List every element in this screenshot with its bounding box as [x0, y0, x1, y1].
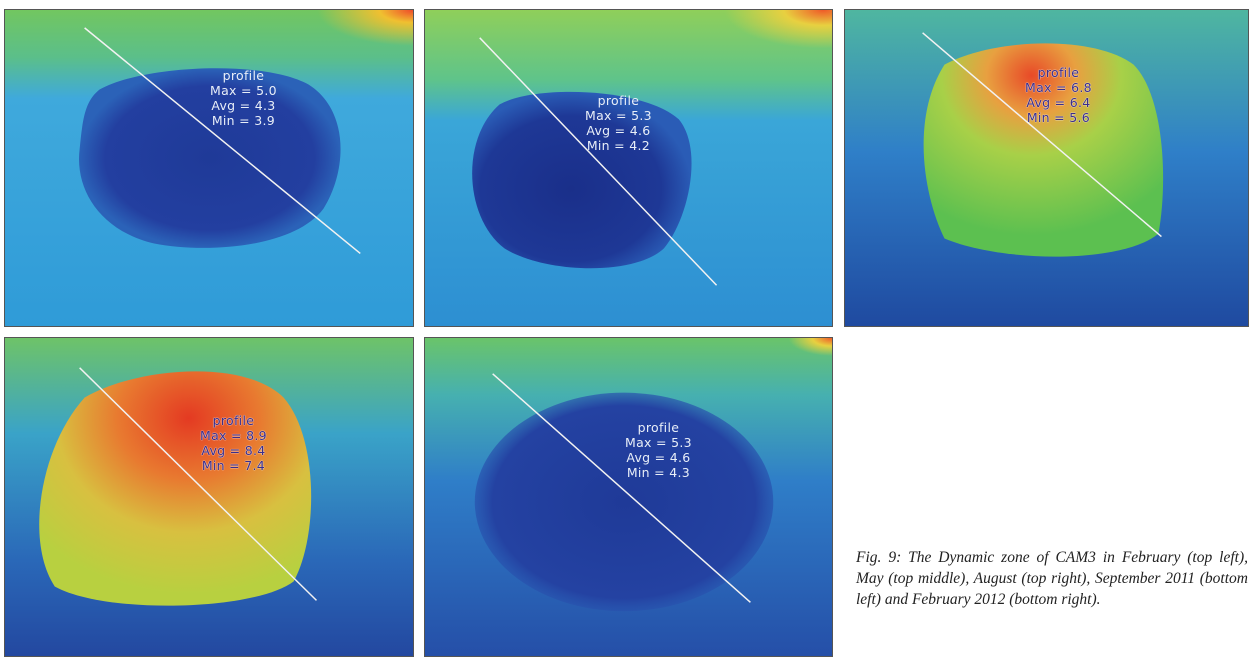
thermal-image-sep-2011: profile Max = 8.9 Avg = 8.4 Min = 7.4: [4, 337, 414, 657]
profile-label: profile: [1037, 65, 1080, 80]
min-value: Min = 4.3: [626, 465, 691, 480]
profile-stats: profile Max = 5.3 Avg = 4.6 Min = 4.3: [625, 420, 692, 480]
avg-value: Avg = 4.6: [586, 123, 651, 138]
avg-value: Avg = 4.3: [211, 98, 276, 113]
max-value: Max = 5.3: [585, 108, 652, 123]
min-value: Min = 4.2: [586, 138, 651, 153]
thermal-image-feb-2011: profile Max = 5.0 Avg = 4.3 Min = 3.9: [4, 9, 414, 327]
min-value: Min = 3.9: [211, 113, 276, 128]
avg-value: Avg = 8.4: [201, 443, 266, 458]
thermal-image-graphic: [5, 10, 413, 326]
min-value: Min = 5.6: [1026, 110, 1091, 125]
min-value: Min = 7.4: [201, 458, 266, 473]
profile-label: profile: [637, 420, 680, 435]
thermal-image-aug-2011: profile Max = 6.8 Avg = 6.4 Min = 5.6: [844, 9, 1249, 327]
max-value: Max = 5.3: [625, 435, 692, 450]
thermal-image-graphic: [425, 10, 832, 326]
avg-value: Avg = 4.6: [626, 450, 691, 465]
profile-label: profile: [222, 68, 265, 83]
figure-caption: Fig. 9: The Dynamic zone of CAM3 in Febr…: [856, 549, 1248, 608]
thermal-image-graphic: [5, 338, 413, 656]
thermal-image-graphic: [845, 10, 1248, 326]
profile-stats: profile Max = 8.9 Avg = 8.4 Min = 7.4: [200, 413, 267, 473]
avg-value: Avg = 6.4: [1026, 95, 1091, 110]
thermal-image-feb-2012: profile Max = 5.3 Avg = 4.6 Min = 4.3: [424, 337, 833, 657]
profile-label: profile: [597, 93, 640, 108]
thermal-image-graphic: [425, 338, 832, 656]
thermal-image-may-2011: profile Max = 5.3 Avg = 4.6 Min = 4.2: [424, 9, 833, 327]
profile-stats: profile Max = 5.0 Avg = 4.3 Min = 3.9: [210, 68, 277, 128]
max-value: Max = 6.8: [1025, 80, 1092, 95]
profile-stats: profile Max = 5.3 Avg = 4.6 Min = 4.2: [585, 93, 652, 153]
profile-stats: profile Max = 6.8 Avg = 6.4 Min = 5.6: [1025, 65, 1092, 125]
max-value: Max = 8.9: [200, 428, 267, 443]
profile-label: profile: [212, 413, 255, 428]
max-value: Max = 5.0: [210, 83, 277, 98]
